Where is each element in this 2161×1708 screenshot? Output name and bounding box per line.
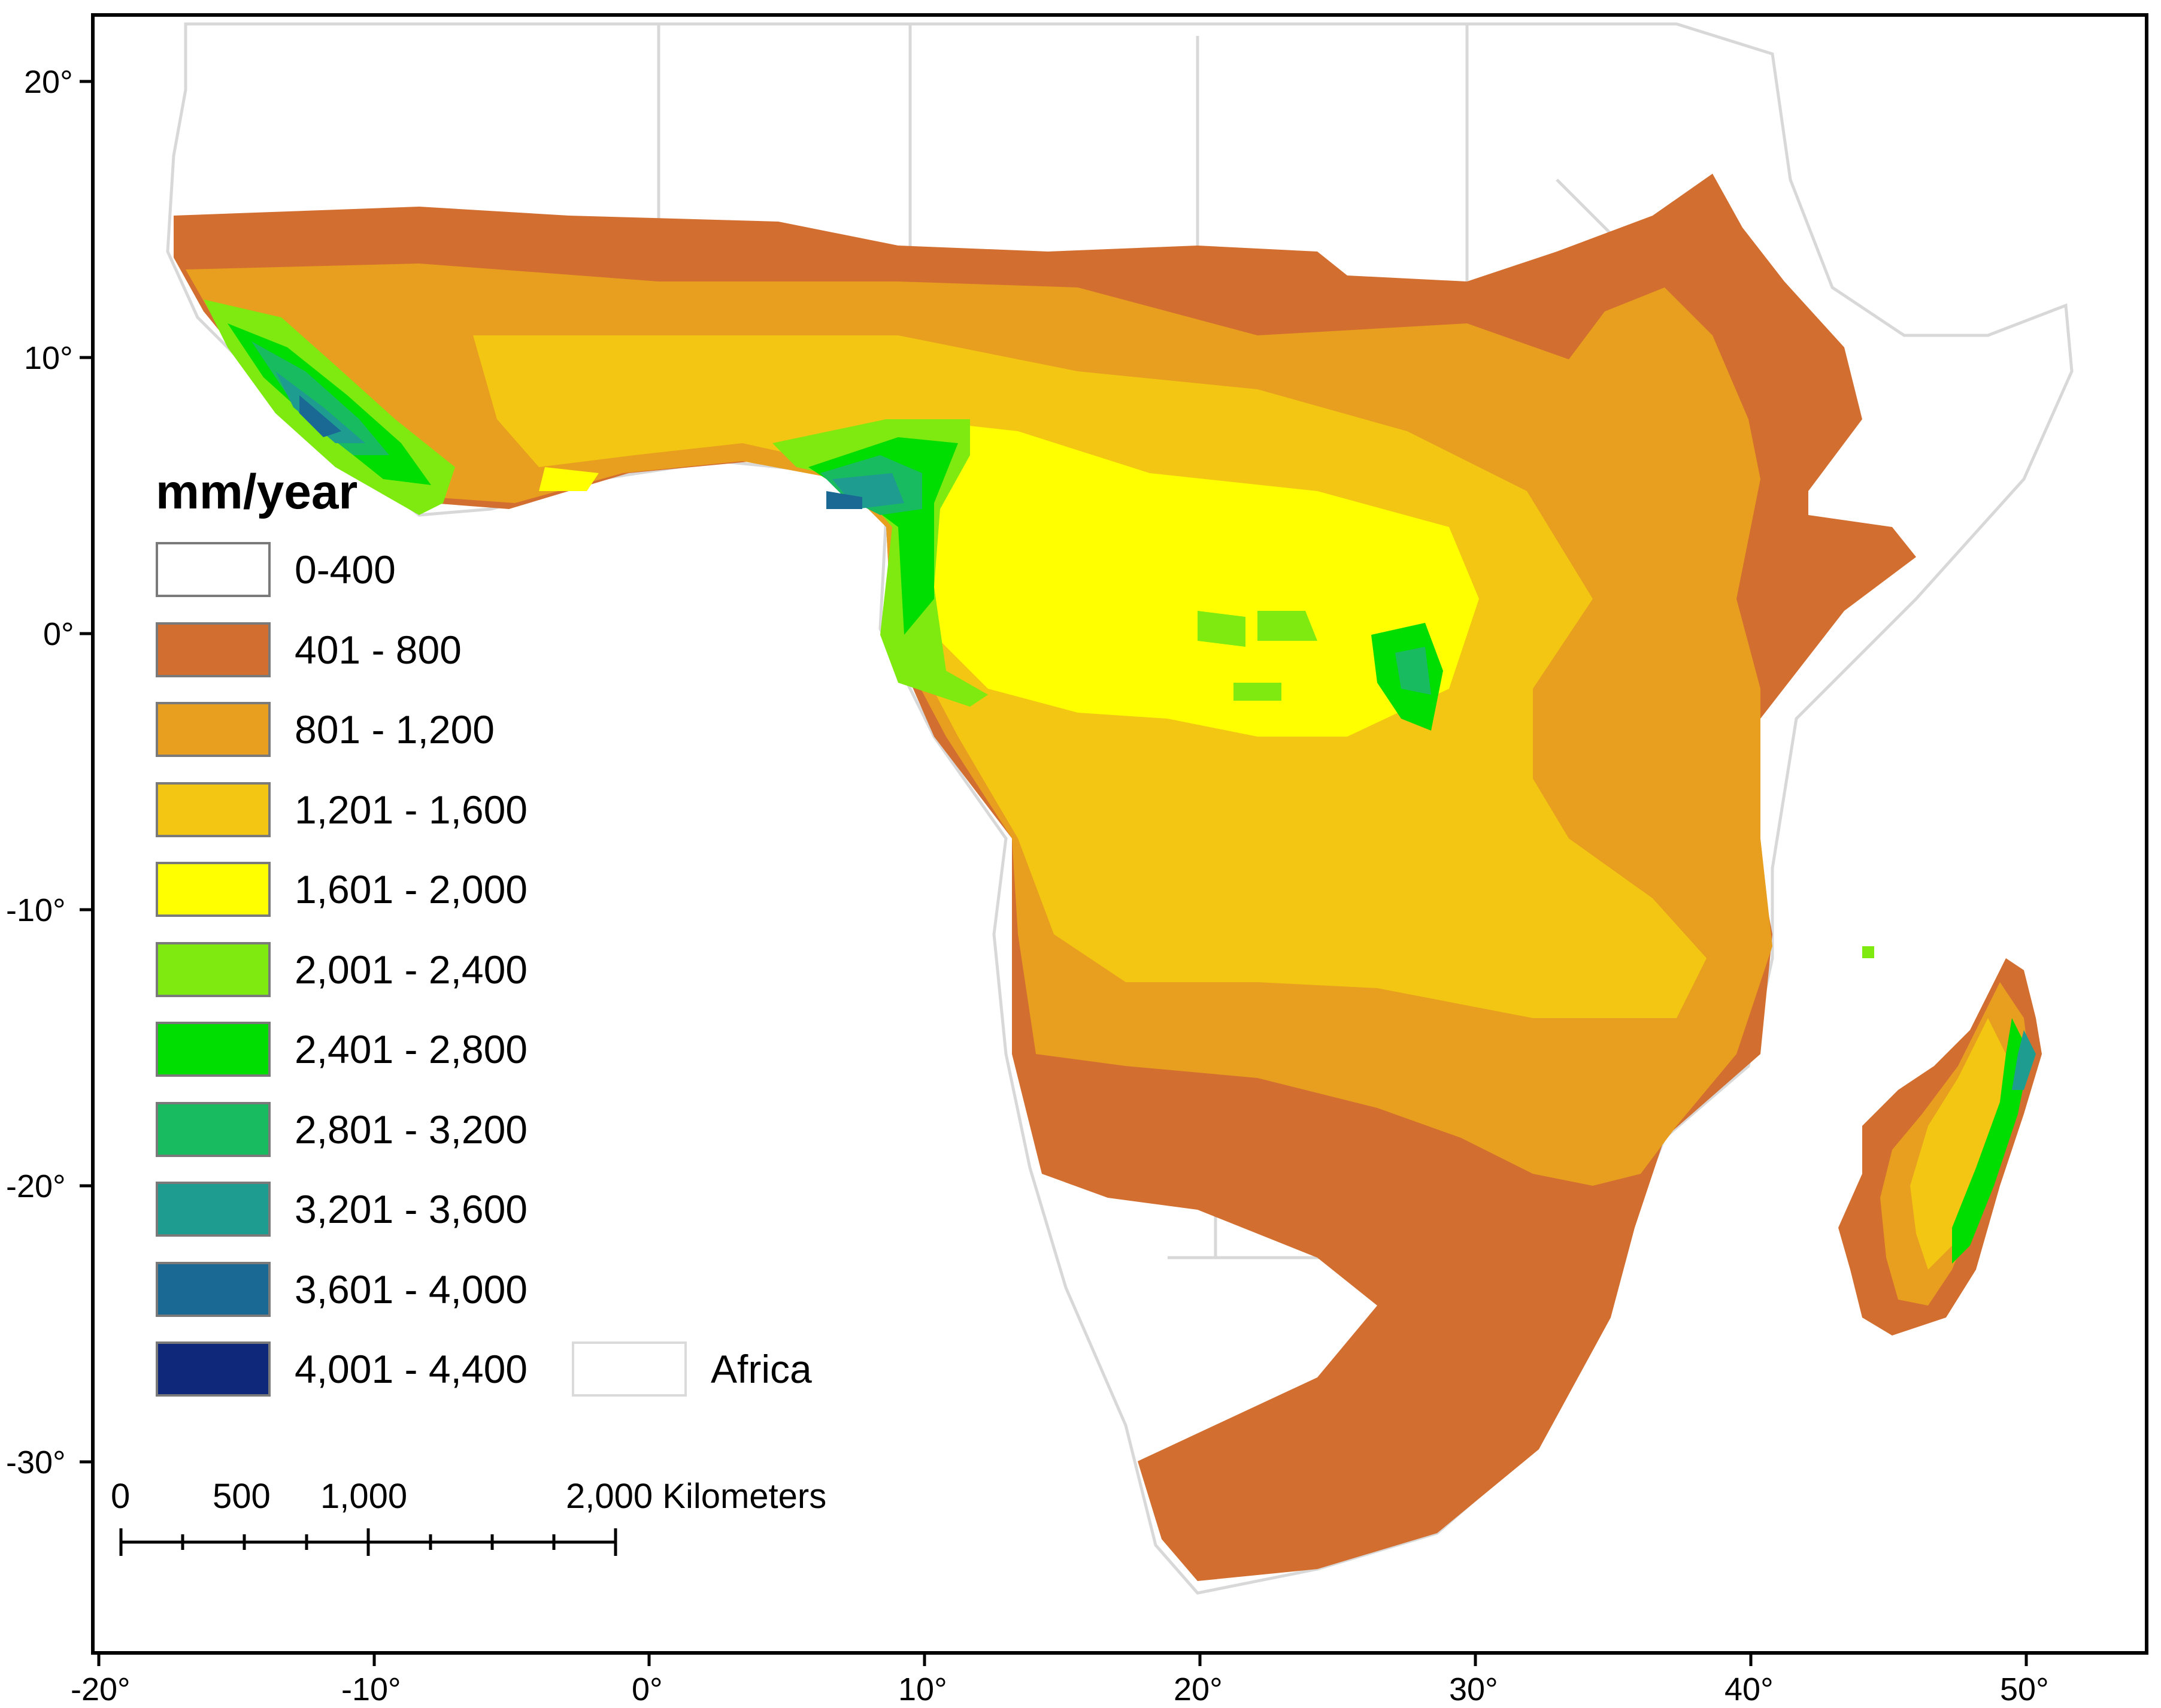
y-tick-label: -10° (6, 892, 66, 928)
x-tick-label: 40° (1724, 1671, 1774, 1707)
legend-label: 0-400 (295, 547, 396, 592)
legend-swatch-africa (572, 1341, 687, 1397)
y-tick-label: 0° (43, 616, 74, 652)
legend-label: 2,801 - 3,200 (295, 1107, 528, 1152)
legend-swatch (156, 782, 271, 837)
map-frame (91, 13, 2148, 1655)
legend-label-africa: Africa (711, 1347, 812, 1391)
y-tick-label: -30° (6, 1444, 66, 1480)
x-tick-label: 20° (1174, 1671, 1223, 1707)
x-tick-label: 50° (2000, 1671, 2049, 1707)
scale-label-2000-km: 2,000 Kilometers (566, 1477, 827, 1516)
legend-swatch (156, 941, 271, 997)
x-tick-label: -20° (71, 1671, 131, 1707)
y-tick-label: -20° (6, 1168, 66, 1204)
scale-label-0: 0 (111, 1477, 131, 1516)
legend-title: mm/year (156, 465, 358, 519)
scale-label-1000: 1,000 (320, 1477, 408, 1516)
legend-swatch (156, 862, 271, 917)
legend-swatch (156, 622, 271, 677)
legend-label: 2,001 - 2,400 (295, 947, 528, 992)
legend-swatch (156, 1182, 271, 1237)
rainfall-zones (174, 174, 2042, 1581)
legend-label: 401 - 800 (295, 627, 462, 672)
x-tick-label: -10° (341, 1671, 401, 1707)
zone-2001-2400 (204, 299, 1317, 707)
y-tick-label: 20° (24, 64, 73, 100)
legend-swatch (156, 1341, 271, 1397)
legend-label: 2,401 - 2,800 (295, 1027, 528, 1071)
legend-swatch (156, 702, 271, 757)
legend-label: 3,601 - 4,000 (295, 1267, 528, 1312)
x-tick-label: 0° (632, 1671, 663, 1707)
legend-swatch (156, 1101, 271, 1157)
legend-label: 1,601 - 2,000 (295, 867, 528, 911)
legend-label: 3,201 - 3,600 (295, 1187, 528, 1231)
x-tick-label: 30° (1449, 1671, 1498, 1707)
scale-label-500: 500 (213, 1477, 271, 1516)
legend-label: 801 - 1,200 (295, 707, 495, 752)
legend-swatch (156, 1261, 271, 1317)
y-tick-label: 10° (24, 340, 73, 376)
axis-ticks (80, 80, 2028, 1666)
zone-1601-2000 (910, 419, 1479, 737)
legend-swatch (156, 1022, 271, 1077)
scale-bar-graphic (119, 1528, 617, 1556)
legend-label: 1,201 - 1,600 (295, 787, 528, 832)
x-tick-label: 10° (898, 1671, 947, 1707)
legend-label: 4,001 - 4,400 (295, 1347, 528, 1391)
legend-swatch (156, 542, 271, 597)
